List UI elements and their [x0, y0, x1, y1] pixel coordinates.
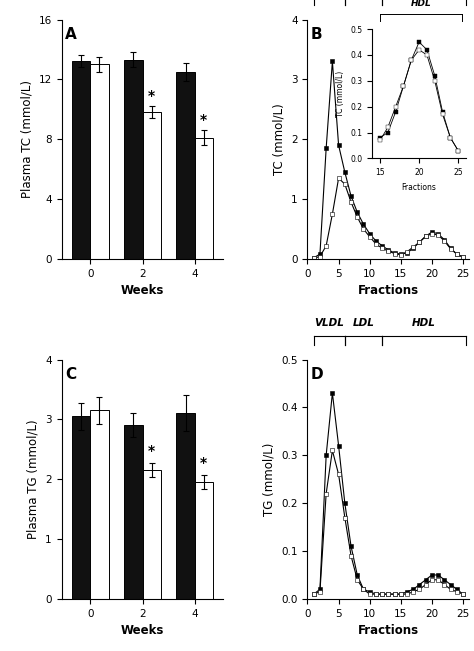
Bar — [195, 482, 213, 599]
Text: A: A — [65, 27, 77, 42]
Text: LDL: LDL — [353, 318, 374, 328]
Bar — [143, 113, 161, 259]
Y-axis label: Plasma TG (mmol/L): Plasma TG (mmol/L) — [27, 419, 40, 539]
Text: *: * — [148, 444, 155, 458]
Y-axis label: Plasma TC (mmol/L): Plasma TC (mmol/L) — [20, 80, 33, 199]
Text: *: * — [200, 456, 208, 470]
Text: *: * — [148, 89, 155, 103]
Bar — [72, 61, 91, 259]
Bar — [143, 470, 161, 599]
X-axis label: Fractions: Fractions — [358, 284, 419, 298]
Text: VLDL: VLDL — [314, 318, 344, 328]
Bar — [195, 138, 213, 259]
Bar — [91, 64, 109, 259]
Text: *: * — [200, 113, 208, 126]
Text: HDL: HDL — [412, 318, 436, 328]
Text: B: B — [311, 27, 322, 42]
Text: C: C — [65, 367, 76, 381]
X-axis label: Weeks: Weeks — [121, 624, 164, 637]
X-axis label: Weeks: Weeks — [121, 284, 164, 298]
Text: D: D — [311, 367, 323, 381]
Bar — [91, 410, 109, 599]
Y-axis label: TG (mmol/L): TG (mmol/L) — [263, 443, 276, 516]
Bar — [124, 425, 143, 599]
Bar — [72, 417, 91, 599]
Bar — [176, 72, 195, 259]
Bar — [176, 413, 195, 599]
Y-axis label: TC (mmol/L): TC (mmol/L) — [273, 104, 286, 175]
Bar — [124, 60, 143, 259]
X-axis label: Fractions: Fractions — [358, 624, 419, 637]
